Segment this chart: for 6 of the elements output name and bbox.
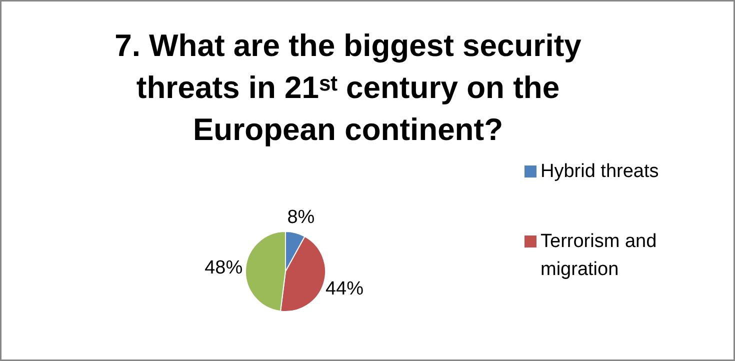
data-label: 8% [287,206,315,228]
legend-label: Hybrid threats [540,161,659,182]
chart-title: 7. What are the biggest security threats in 21ˢᵗ century on the European continent? [114,28,582,147]
data-label: 44% [325,278,364,300]
legend-label: Terrorism and migration [540,231,657,280]
data-label: 48% [204,257,243,278]
